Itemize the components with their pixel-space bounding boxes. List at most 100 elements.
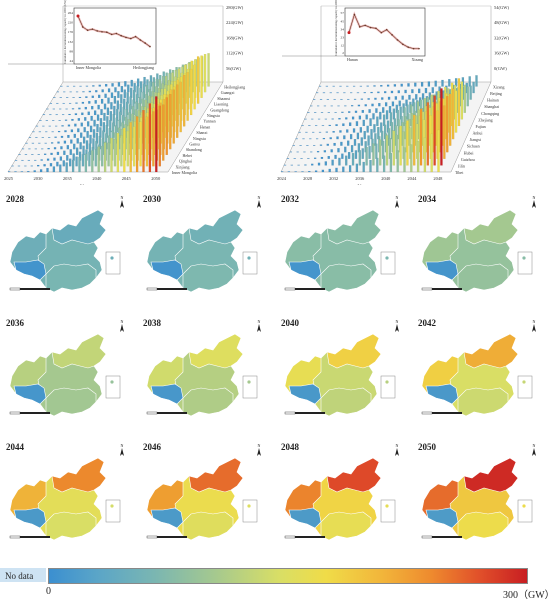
- inset-y-tick: 57: [341, 11, 345, 15]
- bar: [338, 117, 341, 120]
- bar: [75, 102, 78, 104]
- bar: [307, 158, 310, 159]
- bar: [312, 144, 316, 146]
- z-tick-label: 54(GW): [494, 5, 509, 10]
- map-panel-2046: N 2046: [139, 438, 269, 556]
- china-map: N: [9, 319, 124, 417]
- bar: [90, 115, 93, 121]
- bar: [162, 104, 165, 161]
- bar: [417, 88, 421, 94]
- bar: [383, 91, 387, 94]
- bar: [86, 121, 90, 127]
- bar: [308, 171, 311, 173]
- bar: [460, 81, 464, 120]
- bar: [296, 151, 299, 153]
- inset-first-point: [347, 31, 351, 35]
- map-group: [146, 333, 244, 417]
- bar: [97, 146, 100, 173]
- bar: [59, 108, 62, 110]
- bar: [24, 154, 28, 156]
- bar: [58, 119, 61, 121]
- category-label: Shandong: [186, 147, 202, 152]
- category-label: Guangdong: [210, 107, 229, 112]
- bar: [81, 154, 85, 167]
- inset-point: [101, 30, 103, 33]
- bar: [361, 148, 364, 159]
- province-north: [51, 209, 107, 245]
- bar: [123, 127, 126, 173]
- category-label: Fujian: [475, 124, 485, 129]
- x-tick-label: 2040: [92, 176, 102, 181]
- bar: [107, 88, 111, 93]
- inset-point: [407, 46, 410, 48]
- map-year-label: 2050: [418, 442, 436, 452]
- bar: [116, 133, 120, 173]
- inset-point: [364, 24, 366, 27]
- province-south: [182, 511, 234, 541]
- category-label: Ningxia: [207, 113, 220, 118]
- bar: [56, 161, 59, 167]
- province-north: [463, 209, 519, 245]
- bar: [139, 121, 142, 167]
- bar: [366, 125, 369, 133]
- province-tibet: [13, 383, 47, 405]
- bar: [56, 151, 60, 155]
- inset-point: [385, 28, 388, 31]
- bar: [61, 125, 64, 127]
- scale-bar-segment: [421, 287, 433, 291]
- map-group: [9, 457, 107, 541]
- scale-bar-segment: [284, 287, 296, 291]
- category-label: Inner Mongolia: [172, 170, 197, 175]
- bar: [136, 78, 140, 87]
- inset-point: [391, 34, 393, 36]
- province-south: [457, 387, 509, 417]
- bar: [414, 82, 417, 87]
- bar: [377, 91, 380, 94]
- bar: [91, 95, 94, 99]
- bar: [165, 97, 168, 156]
- bar: [67, 124, 71, 127]
- bar: [85, 85, 89, 87]
- map-group: [421, 209, 519, 293]
- inset-island: [110, 504, 114, 508]
- bar: [325, 131, 329, 133]
- bar: [100, 109, 103, 116]
- bar: [77, 118, 81, 121]
- bar: [392, 108, 396, 120]
- bar: [100, 145, 104, 167]
- bar: [390, 90, 394, 94]
- inset-point: [110, 33, 113, 36]
- bar: [344, 146, 347, 153]
- bar: [43, 153, 47, 156]
- bar: [38, 131, 42, 133]
- bar: [303, 151, 306, 153]
- bar: [423, 137, 427, 173]
- x-tick-label: 2040: [381, 176, 391, 181]
- bar: [27, 159, 31, 161]
- bar: [49, 102, 53, 104]
- bar: [63, 91, 66, 93]
- bar: [179, 81, 182, 133]
- bar: [93, 110, 97, 116]
- bar: [51, 131, 54, 133]
- bar: [124, 81, 127, 87]
- bar: [349, 134, 353, 140]
- bar: [354, 150, 358, 159]
- north-label: N: [121, 319, 124, 324]
- category-label: Henan: [200, 124, 210, 129]
- bar: [382, 114, 386, 127]
- bar: [466, 86, 469, 107]
- province-tibet: [425, 507, 459, 529]
- bar: [301, 171, 304, 173]
- inset-point: [106, 31, 108, 33]
- map-year-label: 2046: [143, 442, 161, 452]
- south-sea-inset: [105, 499, 121, 523]
- bar: [53, 157, 56, 161]
- scale-bar-segment: [146, 411, 158, 415]
- inset-point: [96, 30, 98, 32]
- inset-island: [110, 256, 114, 260]
- bar: [129, 122, 132, 173]
- bar: [347, 151, 351, 159]
- inset-point: [134, 35, 137, 38]
- bar: [109, 111, 113, 121]
